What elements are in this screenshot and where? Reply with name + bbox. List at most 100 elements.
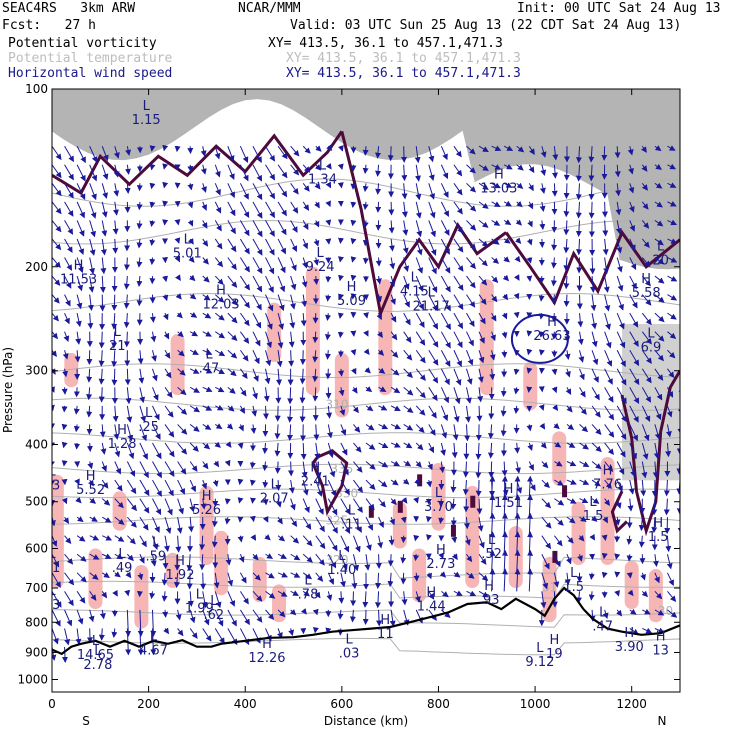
wind-vector bbox=[227, 349, 238, 359]
wind-vector bbox=[575, 146, 582, 164]
wind-vector bbox=[363, 348, 370, 356]
wind-vector bbox=[263, 387, 270, 402]
wind-vector bbox=[239, 349, 249, 362]
field-label-pv: Potential vorticity bbox=[8, 36, 157, 51]
wind-vector bbox=[563, 183, 570, 200]
wind-vector bbox=[402, 238, 409, 255]
wind-vector bbox=[679, 238, 680, 240]
extremum-value: 1.92 bbox=[166, 568, 195, 583]
wind-vector bbox=[252, 220, 263, 238]
wind-vector bbox=[615, 220, 622, 235]
wind-vector bbox=[463, 517, 470, 530]
extremum-value: 2.73 bbox=[426, 557, 455, 572]
wind-vector bbox=[679, 201, 680, 203]
wind-vector bbox=[86, 387, 93, 401]
wind-vector bbox=[641, 312, 652, 326]
wind-vector bbox=[290, 238, 298, 253]
wind-vector bbox=[453, 201, 463, 215]
axes: 0 200 400 600 800 1000 1200 100 200 300 400 500 600 7… bbox=[17, 82, 680, 711]
wind-vector bbox=[362, 257, 369, 265]
wind-vector bbox=[665, 535, 672, 553]
wind-vector bbox=[124, 183, 131, 194]
wind-vector bbox=[239, 368, 248, 379]
wind-vector bbox=[252, 590, 263, 602]
wind-vector bbox=[478, 238, 489, 248]
wind-vector bbox=[466, 590, 477, 597]
wind-vector bbox=[566, 460, 577, 467]
wind-vector bbox=[73, 424, 80, 433]
wind-vector bbox=[125, 146, 132, 156]
wind-vector bbox=[627, 146, 634, 156]
wind-vector bbox=[325, 219, 332, 226]
wind-vector bbox=[87, 313, 94, 330]
wind-vector bbox=[123, 294, 130, 309]
extremum-letter: H bbox=[175, 554, 185, 569]
wind-vector bbox=[152, 442, 162, 460]
wind-vector bbox=[275, 368, 282, 386]
wind-vector bbox=[152, 498, 162, 516]
wind-vector bbox=[654, 572, 660, 584]
wind-vector bbox=[415, 349, 426, 364]
wind-vector bbox=[363, 330, 369, 337]
wind-vector bbox=[428, 275, 438, 293]
wind-vector bbox=[262, 442, 269, 455]
wind-vector bbox=[575, 164, 582, 182]
wind-vector bbox=[353, 442, 362, 453]
wind-vector bbox=[554, 441, 562, 448]
wind-vector bbox=[641, 294, 652, 306]
extremum-value: 1.28 bbox=[108, 437, 137, 452]
wind-vector bbox=[137, 572, 144, 581]
wind-vector bbox=[464, 535, 471, 546]
wind-vector bbox=[352, 535, 361, 553]
wind-vector bbox=[488, 424, 495, 440]
wind-vector bbox=[401, 183, 408, 200]
wind-vector bbox=[252, 572, 261, 581]
wind-vector bbox=[340, 498, 351, 515]
pv-fill-patch bbox=[523, 362, 538, 411]
wind-vector bbox=[501, 568, 508, 592]
wind-vector bbox=[538, 313, 545, 320]
wind-vector bbox=[353, 461, 363, 473]
wind-vector bbox=[491, 294, 498, 303]
wind-vector bbox=[478, 312, 486, 325]
wind-vector bbox=[337, 331, 344, 339]
wind-vector bbox=[526, 386, 533, 393]
wind-vector bbox=[214, 275, 224, 286]
wind-vector bbox=[440, 405, 449, 422]
wind-vector bbox=[604, 368, 613, 385]
extremum-value: 1.40 bbox=[327, 563, 356, 578]
wind-vector bbox=[299, 387, 306, 404]
wind-vector bbox=[61, 441, 68, 449]
wind-vector bbox=[503, 256, 510, 263]
wind-vector bbox=[400, 554, 407, 564]
wind-vector bbox=[152, 516, 160, 533]
extremum-letter: L bbox=[94, 644, 102, 659]
wind-vector bbox=[440, 442, 446, 456]
wind-vector bbox=[641, 238, 650, 248]
wind-vector bbox=[491, 182, 501, 189]
wind-vector bbox=[64, 591, 74, 607]
wind-vector bbox=[52, 591, 62, 608]
wind-vector bbox=[641, 405, 651, 423]
wind-vector bbox=[466, 312, 475, 328]
wind-vector bbox=[340, 516, 351, 534]
wind-vector bbox=[565, 387, 572, 395]
wind-vector bbox=[667, 145, 676, 151]
wind-vector bbox=[466, 553, 473, 563]
wind-vector bbox=[314, 591, 321, 599]
wind-vector bbox=[227, 275, 238, 288]
wind-vector bbox=[252, 331, 261, 347]
wind-vector bbox=[64, 628, 71, 646]
wind-vector bbox=[440, 424, 448, 439]
wind-vector bbox=[52, 572, 61, 588]
wind-vector bbox=[214, 312, 225, 321]
wind-vector bbox=[526, 424, 533, 432]
pv-fill-patch bbox=[134, 565, 149, 629]
wind-vector bbox=[654, 219, 664, 227]
wind-vector bbox=[551, 386, 558, 394]
wind-vector bbox=[277, 164, 288, 179]
wind-vector bbox=[139, 424, 148, 442]
extremum-value: 1.5 bbox=[648, 530, 669, 545]
wind-vector bbox=[413, 496, 419, 504]
wind-vector bbox=[540, 591, 547, 609]
